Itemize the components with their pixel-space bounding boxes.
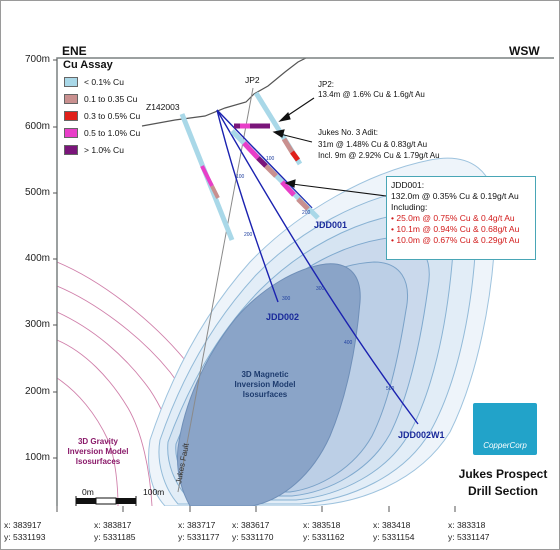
legend-swatch <box>64 145 78 155</box>
depth-tick: 100 <box>236 174 245 180</box>
legend-item: > 1.0% Cu <box>64 145 124 155</box>
trace-jdd001 <box>216 109 313 209</box>
elevation-label: 400m <box>24 253 50 264</box>
elevation-label: 600m <box>24 121 50 132</box>
jdd001-box-including: Including: <box>391 202 428 212</box>
jdd001-intercept: • 10.0m @ 0.67% Cu & 0.29g/t Au <box>391 235 520 245</box>
legend-title: Cu Assay <box>63 59 113 71</box>
legend-item: 0.3 to 0.5% Cu <box>64 111 140 121</box>
coordinate-label: x: 383817 y: 5331185 <box>94 520 136 542</box>
legend-swatch <box>64 111 78 121</box>
depth-tick: 200 <box>244 232 253 238</box>
direction-label-wsw: WSW <box>509 44 540 58</box>
depth-tick: 100 <box>266 156 275 162</box>
trace-jdd002w1 <box>216 109 419 425</box>
annotation-adit-title: Jukes No. 3 Adit: <box>318 128 379 137</box>
coordinate-label: x: 383717 y: 5331177 <box>178 520 220 542</box>
easting-ticks <box>56 506 456 512</box>
legend-item: 0.5 to 1.0% Cu <box>64 128 140 138</box>
jdd001-intercept: • 25.0m @ 0.75% Cu & 0.4g/t Au <box>391 213 515 223</box>
section-title: Jukes Prospect Drill Section <box>458 467 548 498</box>
elevation-label: 100m <box>24 452 50 463</box>
elevation-label: 500m <box>24 187 50 198</box>
assay-bars <box>179 91 320 241</box>
depth-tick: 500 <box>386 386 395 392</box>
magnetic-isosurfaces <box>148 157 497 506</box>
coordinate-label: x: 383418 y: 5331154 <box>373 520 415 542</box>
hole-label-z142003: Z142003 <box>146 102 180 112</box>
jdd001-box-title: JDD001: <box>391 180 425 190</box>
jdd001-box-main: 132.0m @ 0.35% Cu & 0.19g/t Au <box>391 191 519 201</box>
direction-label-ene: ENE <box>62 44 87 58</box>
trace-jdd002 <box>216 109 279 303</box>
legend-swatch <box>64 94 78 104</box>
elevation-label: 200m <box>24 386 50 397</box>
legend-swatch <box>64 77 78 87</box>
drill-traces <box>216 109 419 425</box>
scale-end-label: 100m <box>143 487 165 497</box>
depth-ticks: 100 100 200 200 300 300 400 500 <box>236 156 395 392</box>
legend-item: 0.1 to 0.35 Cu <box>64 94 137 104</box>
magnetic-model-label: 3D Magnetic Inversion Model Isosurfaces <box>234 370 296 399</box>
annotation-jp2-title: JP2: <box>318 80 335 89</box>
pointer-arrows <box>272 97 387 197</box>
logo-text: CopperCorp <box>483 441 527 450</box>
topography-surface <box>141 58 307 127</box>
coordinate-label: x: 383617 y: 5331170 <box>232 520 274 542</box>
depth-tick: 300 <box>282 296 291 302</box>
hole-label-jp2: JP2 <box>245 75 260 85</box>
hole-label-jdd002: JDD002 <box>266 312 300 322</box>
scale-start-label: 0m <box>82 487 94 497</box>
legend-swatch <box>64 128 78 138</box>
coordinate-label: x: 383518 y: 5331162 <box>303 520 345 542</box>
jdd001-intercept: • 10.1m @ 0.94% Cu & 0.68g/t Au <box>391 224 520 234</box>
iso-core <box>177 263 361 506</box>
elevation-label: 300m <box>24 319 50 330</box>
plot-border <box>56 57 554 506</box>
elevation-label: 700m <box>24 54 50 65</box>
jukes-fault-line <box>177 87 254 493</box>
hole-label-jdd001: JDD001 <box>314 220 348 230</box>
depth-tick: 400 <box>344 340 353 346</box>
elevation-ticks <box>53 59 57 459</box>
annotation-jp2-result: 13.4m @ 1.6% Cu & 1.6g/t Au <box>318 90 425 99</box>
coordinate-label: x: 383917 y: 5331193 <box>4 520 46 542</box>
depth-tick: 300 <box>316 286 325 292</box>
gravity-model-label: 3D Gravity Inversion Model Isosurfaces <box>67 437 129 466</box>
depth-tick: 200 <box>302 210 311 216</box>
coppercorp-logo: CopperCorp <box>473 403 537 455</box>
hole-label-jdd002w1: JDD002W1 <box>398 430 445 440</box>
coordinate-label: x: 383318 y: 5331147 <box>448 520 490 542</box>
jdd001-results-box: JDD001: 132.0m @ 0.35% Cu & 0.19g/t Au I… <box>386 176 536 260</box>
scale-bar <box>75 496 137 506</box>
annotation-adit-incl: Incl. 9m @ 2.92% Cu & 1.79g/t Au <box>318 151 440 160</box>
annotation-adit-result: 31m @ 1.48% Cu & 0.83g/t Au <box>318 140 428 149</box>
legend-item: < 0.1% Cu <box>64 77 124 87</box>
